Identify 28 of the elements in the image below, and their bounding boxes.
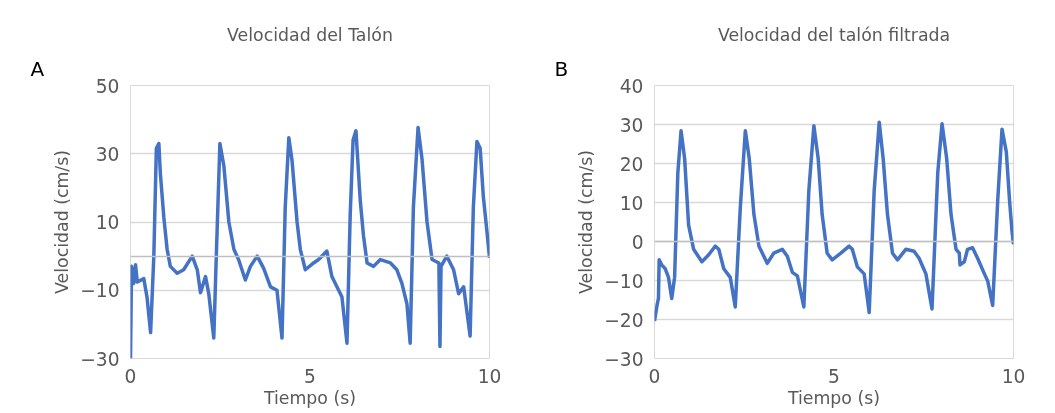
y-tick-label: −30 bbox=[604, 348, 644, 370]
x-tick-label: 5 bbox=[304, 365, 316, 387]
chart-title: Velocidad del Talón bbox=[227, 24, 393, 45]
x-tick-label: 0 bbox=[648, 365, 661, 387]
x-axis-title: Tiempo (s) bbox=[786, 387, 881, 408]
y-tick-label: 40 bbox=[619, 75, 644, 97]
x-tick-label: 0 bbox=[124, 365, 137, 387]
y-tick-label: 10 bbox=[619, 192, 644, 214]
y-tick-label: 50 bbox=[95, 75, 120, 97]
y-axis-title: Velocidad (cm/s) bbox=[52, 150, 73, 294]
text: A bbox=[30, 56, 45, 81]
text: B bbox=[554, 56, 569, 81]
x-tick-label: 5 bbox=[828, 365, 840, 387]
y-tick-label: 20 bbox=[619, 153, 644, 175]
y-axis-title: Velocidad (cm/s) bbox=[576, 150, 597, 294]
x-tick-label: 10 bbox=[477, 365, 502, 387]
y-tick-label: 30 bbox=[619, 114, 644, 136]
y-tick-label: −30 bbox=[80, 348, 120, 370]
y-tick-label: 0 bbox=[631, 231, 644, 253]
y-tick-label: 30 bbox=[95, 143, 120, 165]
y-tick-label: −10 bbox=[604, 270, 644, 292]
y-tick-label: −20 bbox=[604, 309, 644, 331]
y-tick-label: 10 bbox=[95, 212, 120, 233]
y-tick-label: −10 bbox=[80, 280, 120, 302]
x-axis-title: Tiempo (s) bbox=[262, 387, 357, 408]
x-tick-label: 10 bbox=[1001, 365, 1026, 387]
line-series bbox=[130, 125, 490, 359]
chart-title: Velocidad del talón filtrada bbox=[717, 24, 951, 45]
